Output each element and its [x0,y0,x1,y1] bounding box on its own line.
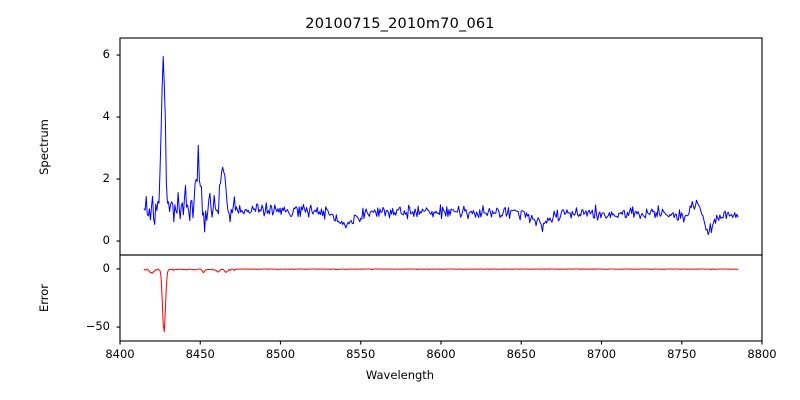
x-axis-label: Wavelength [365,368,435,382]
x-tick-label: 8600 [426,347,456,361]
y-tick-label-error: 0 [102,260,110,275]
x-tick-label: 8650 [506,347,536,361]
error-line [143,268,739,333]
spectrum-panel-frame [119,37,763,256]
x-tick-label: 8700 [586,347,617,361]
y-tick-label-spectrum: 4 [102,109,110,124]
x-tick-label: 8500 [265,347,296,361]
x-tick-label: 8450 [185,347,215,361]
error-panel-frame [119,254,763,342]
y-axis-label-spectrum: Spectrum [37,119,51,175]
y-axis-label-error: Error [37,283,51,313]
x-tick-label: 8400 [105,347,135,361]
y-tick-label-spectrum: 0 [102,233,110,248]
x-tick-label: 8750 [667,347,697,361]
y-tick-label-error: −50 [85,319,110,334]
spectrum-line [143,56,739,236]
x-tick-label: 8550 [346,347,376,361]
y-tick-label-spectrum: 2 [102,171,110,186]
x-tick-label: 8800 [747,347,777,361]
y-tick-label-spectrum: 6 [102,47,110,62]
figure-title: 20100715_2010m70_061 [305,16,495,32]
